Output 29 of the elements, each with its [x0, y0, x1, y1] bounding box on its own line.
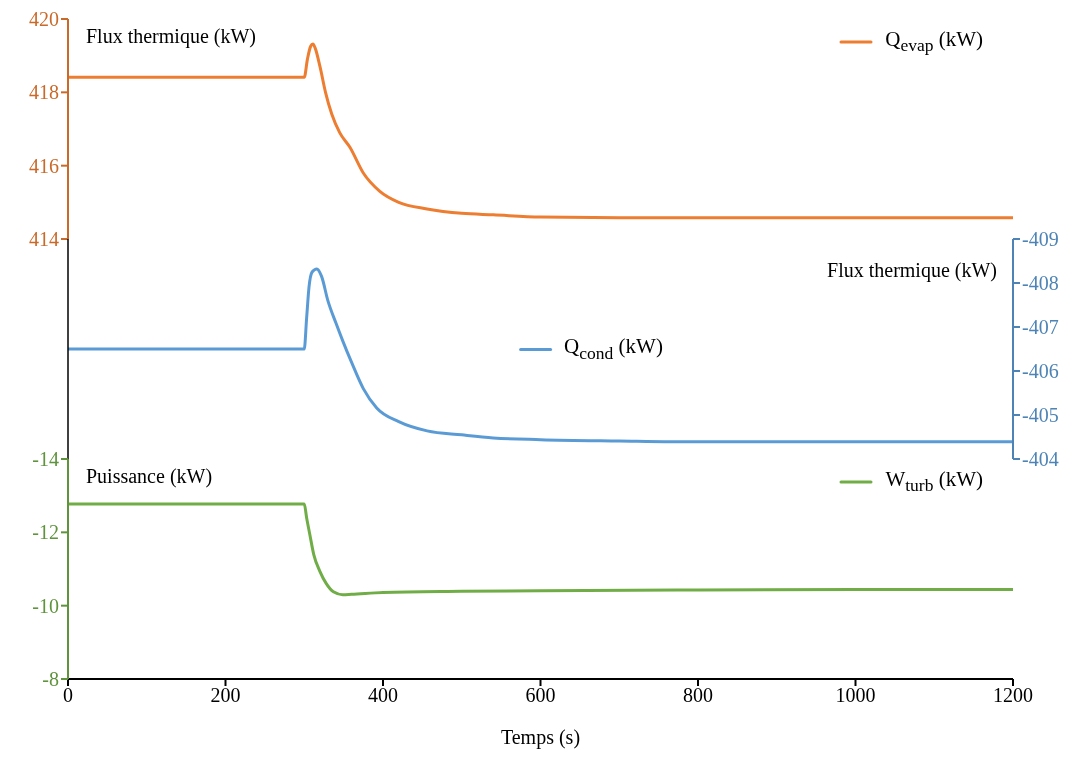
y2-tick-label: -406 [1022, 360, 1059, 383]
y-tick-label: -14 [32, 448, 59, 471]
x-tick-label: 0 [63, 684, 73, 707]
legend-label: Q$_{cond}$ (kW) [564, 334, 663, 364]
x-tick-label: 200 [210, 684, 241, 707]
y2-tick-label: -409 [1022, 228, 1059, 251]
y2-tick-label: -405 [1022, 404, 1059, 427]
y-tick-label: -10 [32, 594, 59, 617]
x-tick-label: 800 [683, 684, 713, 707]
y2-tick-label: -408 [1022, 272, 1059, 295]
y-tick-label: 414 [29, 228, 59, 251]
x-tick-label: 1200 [993, 684, 1033, 707]
y2-tick-label: -404 [1022, 448, 1059, 471]
legend-label: W$_{turb}$ (kW) [885, 467, 983, 497]
x-tick-label: 1000 [835, 684, 876, 707]
y-tick-label: 420 [29, 8, 59, 31]
x-axis-title: Temps (s) [500, 726, 581, 749]
line-series [68, 502, 1013, 597]
y-axis-title: Puissance (kW) [86, 465, 213, 488]
x-tick-label: 400 [368, 684, 398, 707]
y2-axis-title: Flux thermique (kW) [827, 259, 997, 282]
y-tick-label: 416 [29, 154, 59, 177]
x-tick-label: 600 [525, 684, 556, 707]
y-tick-label: 418 [29, 81, 59, 104]
y2-tick-label: -407 [1022, 316, 1059, 339]
y-tick-label: -8 [42, 668, 59, 691]
legend-label: Q$_{evap}$ (kW) [885, 27, 983, 57]
y-tick-label: -12 [32, 521, 59, 544]
y-axis-title: Flux thermique (kW) [86, 25, 256, 48]
